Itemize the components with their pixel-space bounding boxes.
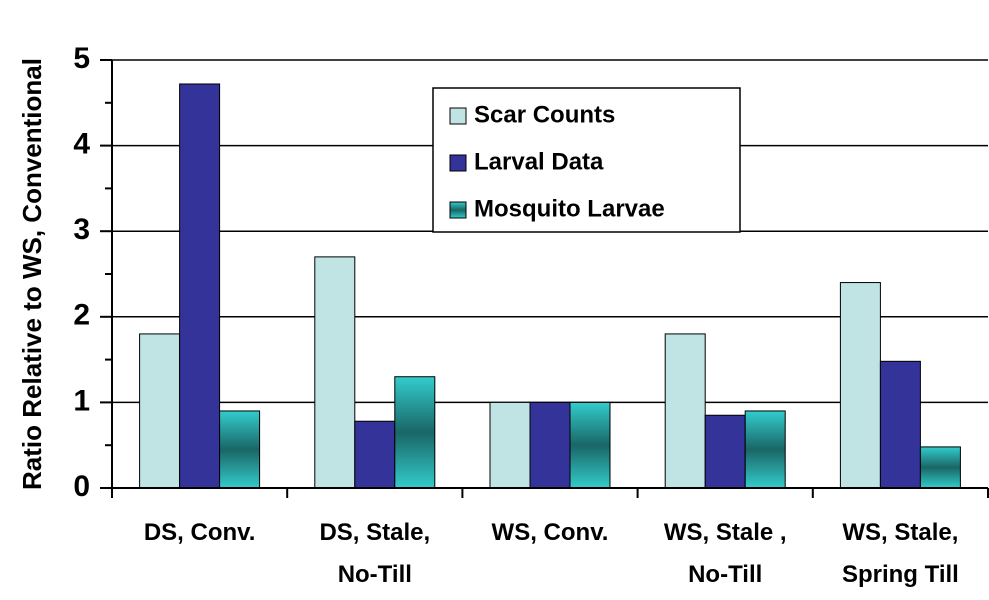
legend-label: Larval Data [474, 148, 604, 175]
bar [744, 410, 786, 489]
legend-swatch [449, 201, 467, 219]
y-tick-label: 0 [73, 470, 90, 503]
legend: Scar Counts Larval Data Mosquito Larvae [432, 87, 741, 233]
y-tick-label: 4 [73, 128, 90, 161]
bar [394, 376, 436, 489]
bar [879, 360, 921, 489]
bar [314, 256, 356, 489]
bar [919, 446, 961, 489]
y-tick-label: 3 [73, 213, 90, 246]
legend-box [432, 87, 741, 233]
bar [139, 333, 181, 489]
legend-swatch [449, 154, 467, 172]
y-axis-title: Ratio Relative to WS, Conventional [17, 58, 47, 490]
legend-swatch [449, 107, 467, 125]
bar [219, 410, 261, 489]
bar [354, 420, 396, 489]
bar [489, 401, 531, 489]
x-tick-label: DS, Conv. [144, 519, 256, 546]
x-tick-label: WS, Conv. [492, 519, 609, 546]
bar [664, 333, 706, 489]
bar [704, 414, 746, 489]
x-tick-label: WS, Stale , No-Till [664, 519, 787, 588]
bar [839, 282, 881, 489]
y-tick-label: 1 [73, 384, 90, 417]
x-tick-label: DS, Stale, No-Till [319, 519, 430, 588]
y-tick-label: 2 [73, 299, 90, 332]
legend-label: Scar Counts [474, 101, 615, 128]
x-tick-label: WS, Stale, Spring Till [842, 519, 959, 588]
bar [179, 83, 221, 489]
y-tick-label: 5 [73, 42, 90, 75]
legend-label: Mosquito Larvae [474, 195, 665, 222]
bar [529, 401, 571, 489]
bar [569, 401, 611, 489]
